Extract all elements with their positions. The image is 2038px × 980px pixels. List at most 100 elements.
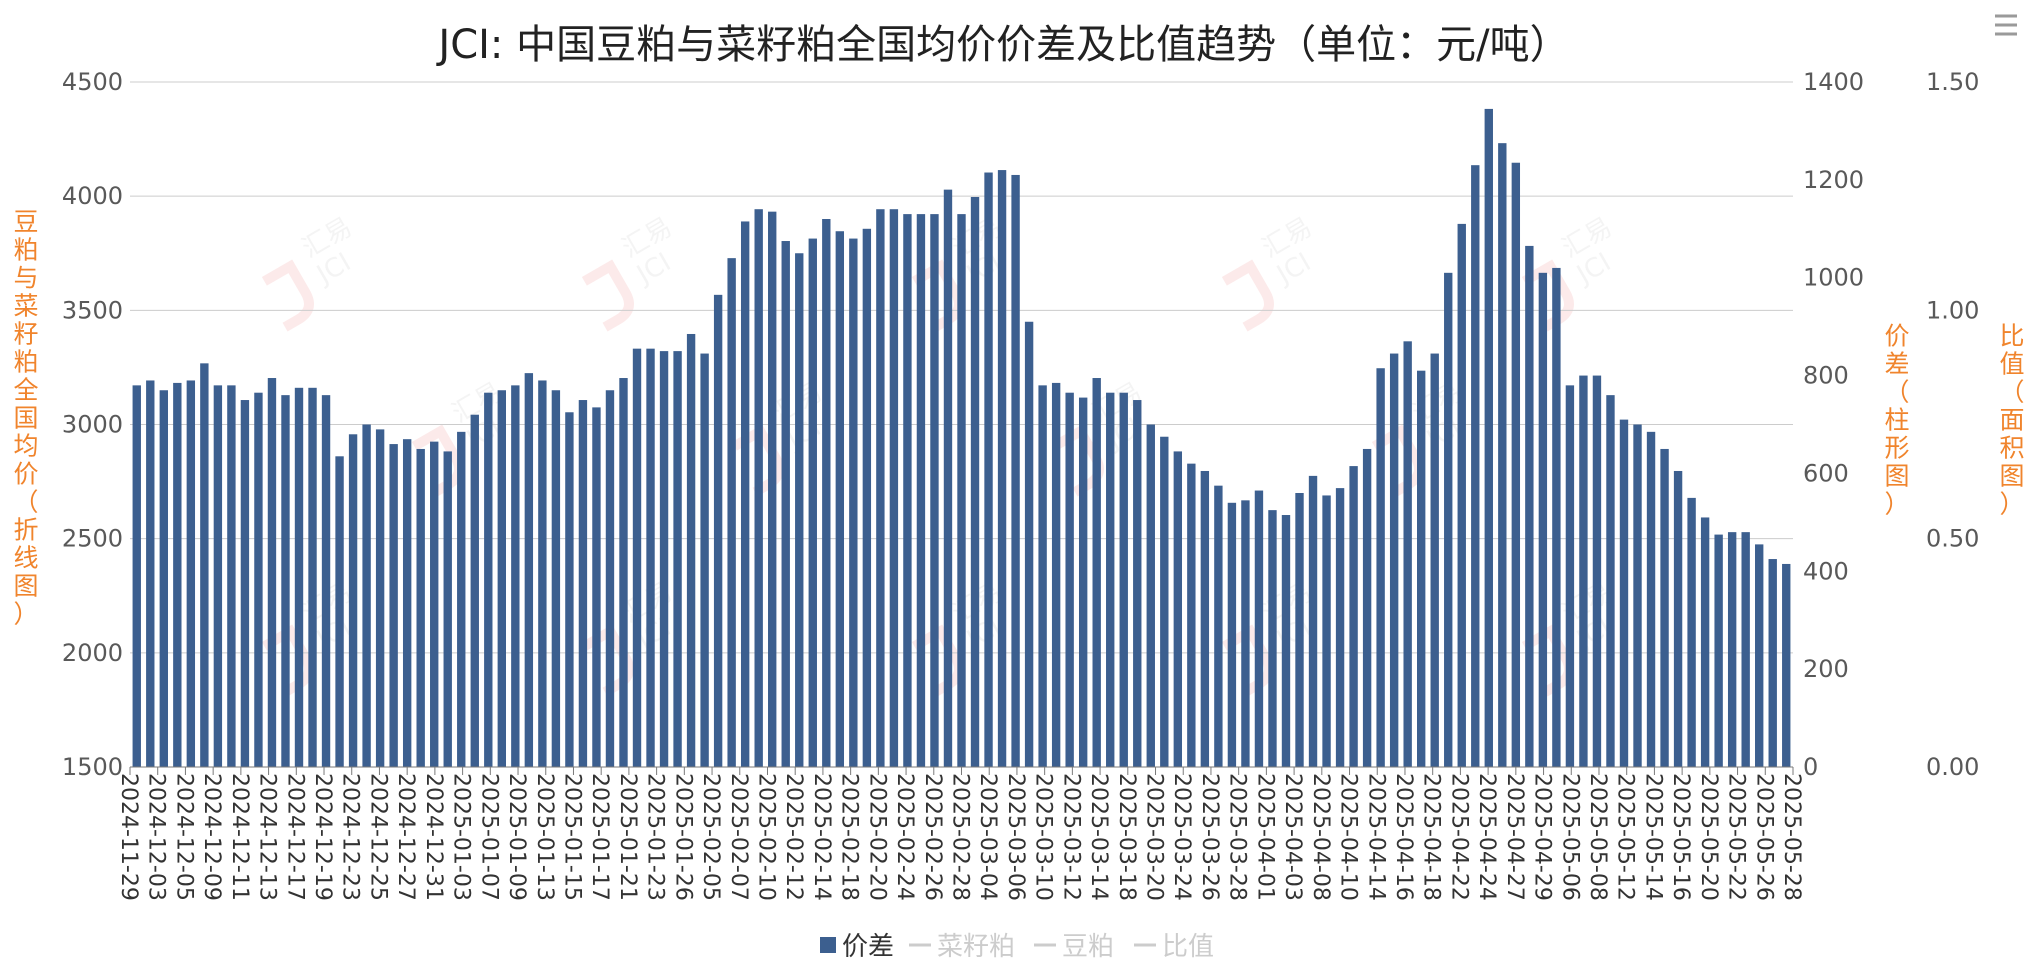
x-tick-label: 2025-04-27 <box>1502 773 1527 901</box>
x-tick-label: 2025-05-28 <box>1779 773 1804 901</box>
bar <box>1714 534 1723 767</box>
bar <box>1011 174 1020 767</box>
left-axis-title-char: （ <box>13 487 38 516</box>
bar <box>430 441 439 768</box>
x-tick-label: 2025-04-03 <box>1280 773 1305 901</box>
x-tick-label: 2025-03-28 <box>1225 773 1250 901</box>
left-tick-label: 2000 <box>62 639 123 667</box>
bar <box>673 351 682 767</box>
bar <box>1727 532 1737 767</box>
x-tick-label: 2025-04-10 <box>1336 773 1361 901</box>
left-axis-title-char: 籽 <box>13 319 38 348</box>
left-axis-title-char: 豆 <box>13 207 38 236</box>
right-tick-label: 600 <box>1803 459 1849 487</box>
left-tick-label: 3500 <box>62 296 123 324</box>
x-tick-label: 2025-05-14 <box>1640 773 1665 901</box>
x-tick-label: 2025-02-10 <box>753 773 778 901</box>
ratio-axis-title-char: 面 <box>1999 405 2024 434</box>
bar <box>970 196 980 768</box>
hamburger-menu-icon[interactable] <box>1990 10 2020 40</box>
bar <box>1457 223 1466 767</box>
bar <box>754 209 763 767</box>
bar <box>200 363 209 767</box>
x-tick-label: 2025-02-24 <box>892 773 917 901</box>
bar <box>1606 395 1615 767</box>
right-tick-label: 0 <box>1803 753 1818 781</box>
left-axis-title: 豆粕与菜籽粕全国均价（折线图） <box>13 207 38 628</box>
bar <box>795 253 804 767</box>
ratio-tick-label: 1.00 <box>1926 296 1979 324</box>
bar <box>1389 353 1399 767</box>
bar <box>1633 424 1642 767</box>
bar <box>1579 375 1588 767</box>
bar <box>700 353 709 767</box>
ratio-tick-label: 1.50 <box>1926 68 1979 96</box>
bar <box>997 170 1007 767</box>
x-tick-label: 2025-01-03 <box>449 773 474 901</box>
ratio-axis-tick-labels: 1.50 1.00 0.50 0.00 <box>1926 68 1979 781</box>
bar <box>1755 544 1764 768</box>
bar <box>497 390 506 767</box>
bar <box>132 385 141 767</box>
x-tick-label: 2025-03-06 <box>1003 773 1028 901</box>
right-axis-title-char: 形 <box>1884 433 1909 462</box>
bar <box>416 448 425 767</box>
bar <box>281 395 290 767</box>
x-tick-label: 2025-02-14 <box>809 773 834 901</box>
x-tick-label: 2025-04-08 <box>1308 773 1333 901</box>
right-axis-title-char: 图 <box>1884 461 1909 490</box>
x-tick-label: 2025-01-09 <box>504 773 529 901</box>
legend-item[interactable]: 菜籽粕 <box>909 932 1015 962</box>
x-tick-label: 2025-05-26 <box>1751 773 1776 901</box>
bar <box>470 414 479 767</box>
bar <box>551 390 561 767</box>
bar <box>565 412 574 767</box>
x-tick-label: 2024-12-17 <box>282 773 307 901</box>
bar <box>1038 385 1047 767</box>
bar <box>1308 475 1318 768</box>
left-axis-title-char: 粕 <box>13 347 38 376</box>
legend-label: 价差 <box>842 932 894 962</box>
bar <box>876 209 885 767</box>
ratio-axis-title-char: 值 <box>1999 349 2024 378</box>
bar <box>1444 272 1453 767</box>
bar <box>686 333 696 767</box>
bar <box>186 380 196 767</box>
bar <box>1146 424 1155 767</box>
bar <box>659 351 669 767</box>
bar <box>1349 466 1358 767</box>
bar <box>254 392 263 767</box>
bar <box>321 395 331 767</box>
x-tick-label: 2025-04-01 <box>1252 773 1277 901</box>
bar <box>1511 162 1521 768</box>
legend: 价差 菜籽粕 豆粕 比值 <box>820 932 1214 962</box>
x-tick-label: 2024-12-23 <box>338 773 363 901</box>
legend-label: 豆粕 <box>1062 932 1114 962</box>
bar <box>1417 370 1426 767</box>
left-axis-title-char: 折 <box>13 515 38 544</box>
bar <box>538 380 547 767</box>
bar <box>768 211 777 767</box>
bar <box>348 434 358 767</box>
bar <box>1051 382 1061 767</box>
x-tick-label: 2024-12-09 <box>199 773 224 901</box>
x-tick-label: 2025-03-14 <box>1086 773 1111 901</box>
bar <box>1106 392 1115 767</box>
ratio-axis-title-char: 比 <box>1999 321 2024 350</box>
bar <box>1471 165 1480 767</box>
right-tick-label: 1000 <box>1803 264 1864 292</box>
bar <box>443 451 452 767</box>
legend-item[interactable]: 比值 <box>1134 932 1214 962</box>
x-tick-label: 2025-02-20 <box>864 773 889 901</box>
bar <box>862 228 872 768</box>
bar <box>1376 368 1385 767</box>
legend-item[interactable]: 价差 <box>820 932 894 962</box>
left-axis-title-char: 全 <box>13 375 38 404</box>
bar <box>592 407 601 768</box>
right-axis-title-char: 差 <box>1884 349 1909 378</box>
x-tick-label: 2025-03-20 <box>1142 773 1167 901</box>
legend-item[interactable]: 豆粕 <box>1034 932 1114 962</box>
left-axis-title-char: 均 <box>13 431 38 460</box>
x-tick-label: 2024-12-05 <box>171 773 196 901</box>
bar <box>578 400 588 767</box>
